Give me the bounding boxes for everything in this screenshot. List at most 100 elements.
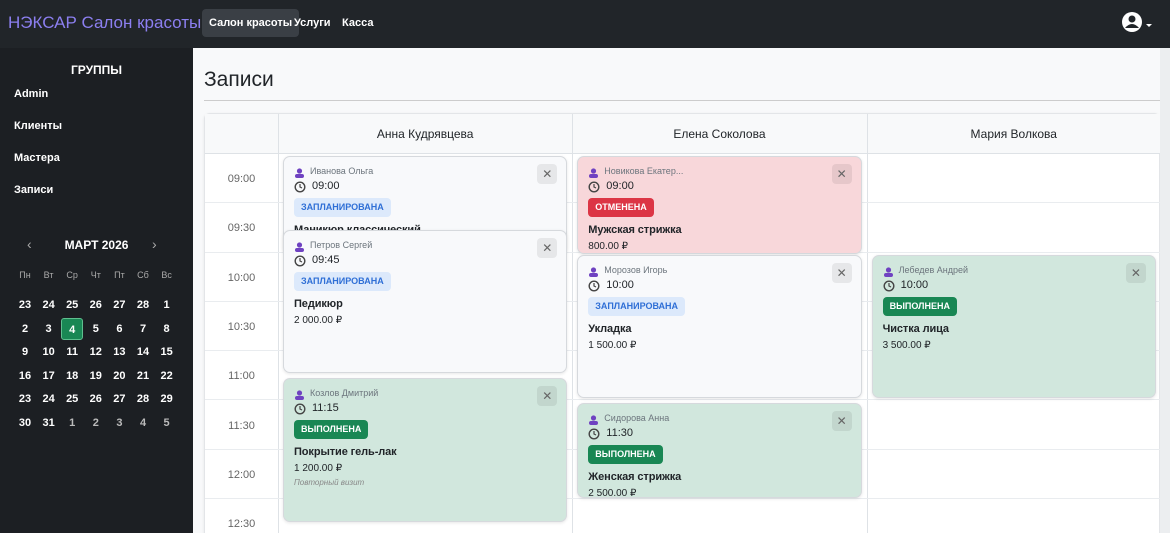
calendar-day[interactable]: 6 (116, 322, 123, 335)
calendar-day[interactable]: 11 (66, 346, 78, 359)
clock-icon (588, 427, 600, 440)
weekday: Вс (161, 270, 172, 280)
calendar-day[interactable]: 23 (18, 393, 32, 406)
weekday: Чт (90, 270, 101, 280)
close-button[interactable]: ✕ (831, 410, 852, 431)
calendar-day[interactable]: 16 (18, 369, 32, 382)
calendar-day[interactable]: 30 (18, 417, 32, 429)
sidebar-item[interactable]: Клиенты (14, 120, 63, 132)
calendar-day[interactable]: 26 (89, 299, 102, 311)
calendar-day[interactable]: 10 (42, 346, 55, 359)
calendar-day[interactable]: 3 (116, 417, 123, 429)
nav-item[interactable]: Услуги (294, 17, 331, 29)
calendar-day[interactable]: 24 (42, 393, 55, 406)
calendar-day[interactable]: 1 (69, 417, 76, 429)
client-name: Иванова Ольга (310, 166, 374, 176)
appointment-time: 11:15 (312, 401, 339, 414)
calendar-day[interactable]: 23 (18, 299, 32, 311)
status-badge: ВЫПОЛНЕНА (882, 296, 957, 316)
close-button[interactable]: ✕ (1125, 262, 1146, 283)
service-name: Укладка (588, 322, 632, 335)
appointment-card[interactable]: Петров Сергей 09:45 ЗАПЛАНИРОВАНА Педикюр 2 … (283, 229, 568, 373)
calendar-day[interactable]: 9 (21, 346, 29, 359)
calendar-day[interactable]: 12 (89, 346, 102, 359)
sidebar-heading: ГРУППЫ (70, 63, 123, 77)
service-name: Женская стрижка (588, 470, 682, 483)
calendar-day[interactable]: 4 (61, 317, 84, 340)
calendar-day[interactable]: 5 (92, 322, 99, 335)
calendar-day[interactable]: 22 (160, 369, 173, 382)
calendar-day[interactable]: 19 (89, 369, 102, 382)
calendar-day[interactable]: 27 (113, 299, 126, 311)
calendar-day[interactable]: 18 (66, 369, 79, 382)
appointment-card[interactable]: Козлов Дмитрий 11:15 ВЫПОЛНЕНА Покрытие гел… (283, 377, 568, 522)
prev-month[interactable]: ‹ (27, 236, 32, 252)
calendar-day[interactable]: 2 (21, 322, 29, 335)
calendar-day[interactable]: 21 (136, 369, 150, 382)
brand[interactable]: НЭКСАР Салон красоты (8, 13, 202, 32)
sidebar-item[interactable]: Admin (14, 88, 49, 100)
calendar-day[interactable]: 28 (136, 393, 150, 406)
calendar-day[interactable]: 2 (92, 417, 99, 429)
appointment-time: 09:45 (312, 253, 340, 266)
nav-item[interactable]: Салон красоты (202, 9, 300, 37)
user-icon (295, 387, 304, 400)
user-icon (883, 264, 893, 277)
status-badge: ВЫПОЛНЕНА (588, 444, 663, 464)
calendar-day[interactable]: 31 (42, 417, 55, 429)
status-badge: ЗАПЛАНИРОВАНА (588, 296, 686, 316)
calendar-day[interactable]: 20 (113, 369, 126, 382)
time-label: 10:30 (227, 320, 256, 333)
calendar-day[interactable]: 3 (45, 322, 52, 335)
time-row (205, 351, 1161, 401)
appointment-card[interactable]: Сидорова Анна 11:30 ВЫПОЛНЕНА Женская стриж… (577, 402, 862, 498)
calendar-day[interactable]: 14 (136, 346, 150, 359)
user-icon (589, 165, 599, 178)
user-menu[interactable] (1120, 10, 1156, 36)
close-button[interactable]: ✕ (537, 164, 558, 184)
calendar-day[interactable]: 25 (66, 393, 79, 406)
sidebar-item[interactable]: Мастера (14, 152, 60, 164)
calendar-day[interactable]: 4 (139, 417, 147, 429)
next-month[interactable]: › (152, 236, 157, 252)
calendar-day[interactable]: 5 (163, 417, 170, 429)
close-button[interactable]: ✕ (831, 164, 852, 184)
price: 2 500.00 ₽ (588, 487, 637, 498)
time-row (205, 450, 1161, 500)
user-icon (589, 264, 599, 277)
calendar-day[interactable]: 13 (113, 346, 126, 359)
calendar-day[interactable]: 26 (89, 393, 102, 406)
calendar-day[interactable]: 27 (113, 393, 126, 406)
time-label: 12:00 (227, 468, 256, 481)
sidebar-item[interactable]: Записи (14, 184, 54, 196)
client-name: Петров Сергей (310, 239, 373, 250)
user-icon (295, 165, 304, 178)
clock-icon (294, 254, 306, 267)
price: 3 500.00 ₽ (882, 339, 931, 351)
calendar-day[interactable]: 15 (160, 346, 173, 359)
calendar-day[interactable]: 24 (42, 299, 55, 311)
appointment-card[interactable]: Лебедев Андрей 10:00 ВЫПОЛНЕНА Чистка лица 3… (871, 254, 1156, 398)
clock-icon (883, 279, 895, 292)
appointment-card[interactable]: Новикова Екатер... 09:00 ОТМЕНЕНА Мужская с… (577, 156, 862, 254)
calendar-day[interactable]: 8 (163, 322, 170, 335)
client-name: Новикова Екатер... (604, 166, 684, 176)
weekday: Пт (114, 270, 125, 280)
calendar-day[interactable]: 28 (136, 299, 150, 311)
calendar-day[interactable]: 29 (160, 393, 173, 406)
clock-icon (294, 180, 306, 193)
nav-item[interactable]: Касса (342, 17, 374, 29)
schedule: Анна Кудрявцева Елена Соколова Мария Волко… (204, 113, 1161, 533)
calendar-day[interactable]: 17 (42, 369, 55, 382)
calendar-day[interactable]: 25 (66, 299, 79, 311)
calendar-day[interactable]: 7 (139, 322, 147, 335)
client-name: Лебедев Андрей (898, 264, 969, 275)
close-button[interactable]: ✕ (831, 262, 852, 283)
client-name: Морозов Игорь (604, 264, 668, 275)
service-name: Мужская стрижка (588, 224, 682, 236)
time-label: 11:30 (228, 419, 255, 432)
appointment-card[interactable]: Морозов Игорь 10:00 ЗАПЛАНИРОВАНА Укладка 1 … (577, 254, 862, 398)
close-button[interactable]: ✕ (537, 237, 558, 258)
calendar-day[interactable]: 1 (163, 299, 170, 311)
close-button[interactable]: ✕ (537, 385, 558, 406)
